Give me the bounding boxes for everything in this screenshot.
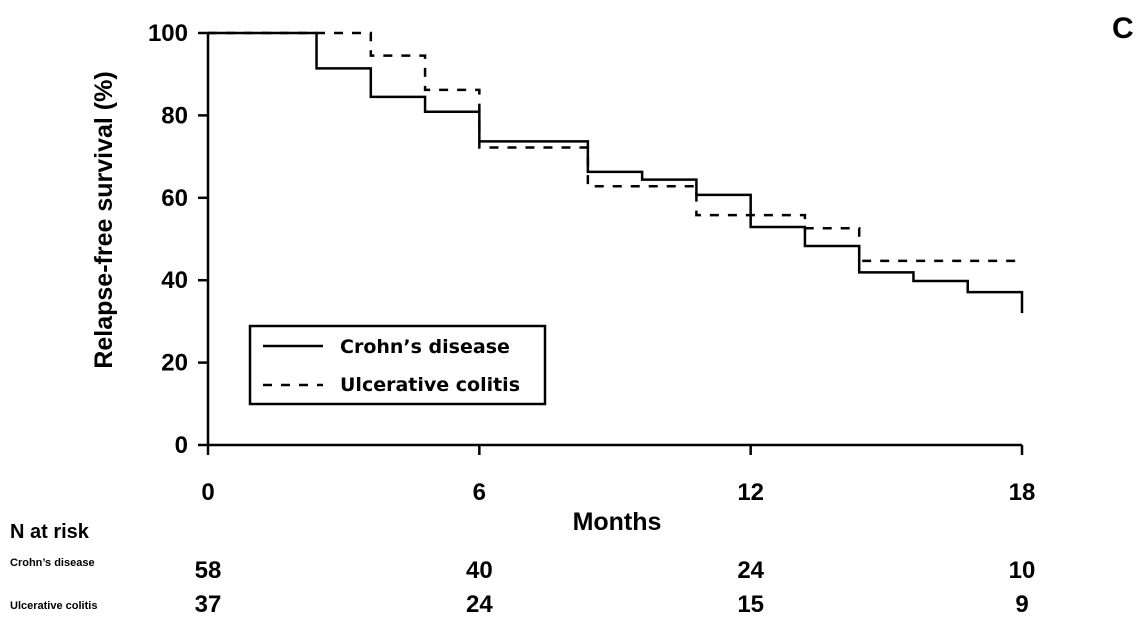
risk-row-label: Ulcerative colitis — [10, 600, 97, 612]
x-axis-label: Months — [573, 508, 662, 536]
risk-header: N at risk — [10, 521, 90, 543]
risk-value: 58 — [195, 557, 222, 584]
risk-value: 24 — [737, 557, 764, 584]
x-tick-label: 12 — [737, 479, 764, 506]
risk-value: 40 — [466, 557, 493, 584]
crohns-disease-curve — [208, 31, 1024, 314]
legend-label-crohns: Crohn’s disease — [340, 336, 510, 358]
risk-value: 37 — [195, 591, 222, 618]
x-ticks: 0 6 12 18 — [201, 445, 1035, 506]
y-ticks: 0 20 40 60 80 100 — [148, 20, 208, 459]
x-tick-label: 6 — [473, 479, 486, 506]
series-layer — [208, 31, 1024, 314]
y-axis-label: Relapse-free survival (%) — [90, 71, 118, 368]
x-tick-label: 0 — [201, 479, 214, 506]
risk-table: N at risk Crohn’s disease Ulcerative col… — [10, 521, 1035, 618]
risk-value: 9 — [1015, 591, 1028, 618]
panel-label: C — [1112, 12, 1134, 45]
risk-row-label: Crohn’s disease — [10, 557, 95, 569]
y-tick-label: 20 — [161, 350, 188, 377]
y-tick-label: 100 — [148, 20, 188, 47]
x-tick-label: 18 — [1009, 479, 1036, 506]
legend-label-uc: Ulcerative colitis — [340, 374, 520, 396]
ulcerative-colitis-curve — [208, 31, 1022, 263]
risk-values: 58 40 24 10 37 24 15 9 — [195, 557, 1036, 618]
y-tick-label: 60 — [161, 185, 188, 212]
y-tick-label: 0 — [175, 432, 188, 459]
y-tick-label: 80 — [161, 102, 188, 129]
y-tick-label: 40 — [161, 267, 188, 294]
risk-value: 24 — [466, 591, 493, 618]
risk-value: 10 — [1009, 557, 1036, 584]
legend-box — [248, 324, 547, 406]
risk-value: 15 — [737, 591, 764, 618]
plot-area: 0 20 40 60 80 100 0 6 12 18 — [148, 20, 1035, 506]
legend: Crohn’s disease Ulcerative colitis — [248, 324, 547, 406]
